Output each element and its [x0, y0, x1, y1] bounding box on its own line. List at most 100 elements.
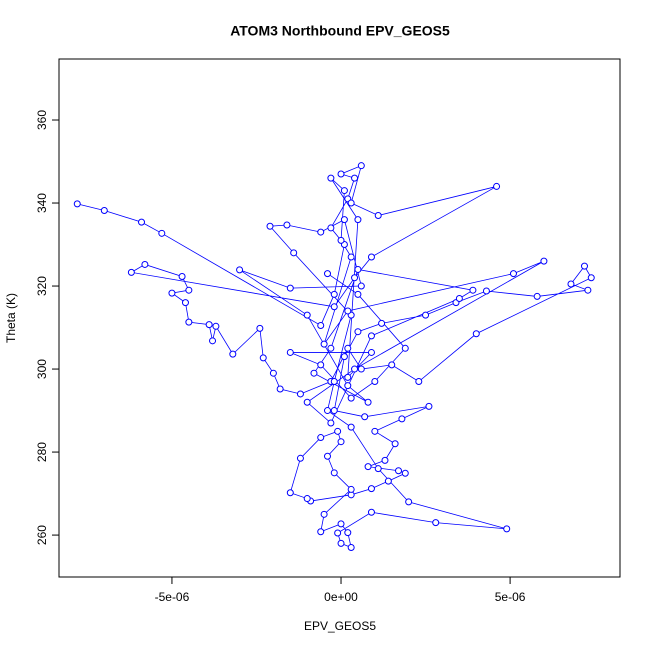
point	[178, 272, 186, 280]
point	[567, 280, 575, 288]
point	[415, 378, 423, 386]
x-tick-label: 5e-06	[495, 590, 526, 604]
y-tick-label: 260	[35, 525, 49, 545]
point	[340, 216, 348, 224]
point	[493, 182, 501, 190]
y-tick-label: 300	[35, 359, 49, 379]
point	[158, 229, 166, 237]
point	[364, 463, 372, 471]
point	[361, 413, 369, 421]
point	[378, 319, 386, 327]
point	[181, 299, 189, 307]
point	[330, 407, 338, 415]
point	[337, 438, 345, 446]
point	[303, 398, 311, 406]
point	[334, 427, 342, 435]
point	[347, 485, 355, 493]
point	[290, 249, 298, 257]
point	[482, 287, 490, 295]
point	[330, 303, 338, 311]
point	[371, 378, 379, 386]
point	[317, 228, 325, 236]
point	[337, 539, 345, 547]
point	[347, 394, 355, 402]
point	[367, 348, 375, 356]
point	[212, 322, 220, 330]
point	[347, 423, 355, 431]
point	[354, 290, 362, 298]
point	[269, 369, 277, 377]
point	[584, 286, 592, 294]
point	[388, 361, 396, 369]
point	[347, 253, 355, 261]
point	[422, 311, 430, 319]
point	[587, 274, 595, 282]
point	[127, 268, 135, 276]
point	[344, 344, 352, 352]
point	[391, 440, 399, 448]
point	[347, 544, 355, 552]
point	[327, 224, 335, 232]
point	[357, 282, 365, 290]
point	[310, 369, 318, 377]
point	[337, 170, 345, 178]
point	[395, 467, 403, 475]
chart-title: ATOM3 Northbound EPV_GEOS5	[230, 23, 450, 39]
point	[317, 434, 325, 442]
point	[138, 218, 146, 226]
point	[354, 328, 362, 336]
y-axis-label: Theta (K)	[4, 293, 18, 343]
point	[425, 402, 433, 410]
point	[344, 307, 352, 315]
point	[296, 454, 304, 462]
point	[330, 378, 338, 386]
point	[381, 456, 389, 464]
point	[472, 330, 480, 338]
point	[327, 419, 335, 427]
point	[73, 200, 81, 208]
point	[276, 385, 284, 393]
point	[401, 469, 409, 477]
point	[327, 174, 335, 182]
y-tick-label: 360	[35, 110, 49, 130]
point	[354, 216, 362, 224]
point	[367, 332, 375, 340]
point	[503, 525, 511, 533]
point	[185, 318, 193, 326]
point	[286, 489, 294, 497]
point	[185, 286, 193, 294]
x-axis-label: EPV_GEOS5	[304, 619, 376, 633]
point	[367, 485, 375, 493]
x-tick-label: -5e-06	[155, 590, 190, 604]
point	[317, 528, 325, 536]
point	[330, 290, 338, 298]
point	[344, 529, 352, 537]
point	[509, 270, 517, 278]
point	[303, 495, 311, 503]
point	[357, 162, 365, 170]
point	[100, 206, 108, 214]
point	[351, 274, 359, 282]
point	[469, 286, 477, 294]
point	[401, 344, 409, 352]
point	[236, 266, 244, 274]
plot-frame	[58, 58, 621, 578]
point	[340, 353, 348, 361]
point	[357, 365, 365, 373]
point	[317, 361, 325, 369]
point	[259, 354, 267, 362]
point	[340, 187, 348, 195]
point	[371, 427, 379, 435]
point	[364, 398, 372, 406]
point	[303, 311, 311, 319]
point	[283, 221, 291, 229]
point	[351, 365, 359, 373]
point	[540, 257, 548, 265]
point	[229, 350, 237, 358]
point	[334, 529, 342, 537]
point	[330, 469, 338, 477]
point	[323, 452, 331, 460]
point	[354, 265, 362, 273]
